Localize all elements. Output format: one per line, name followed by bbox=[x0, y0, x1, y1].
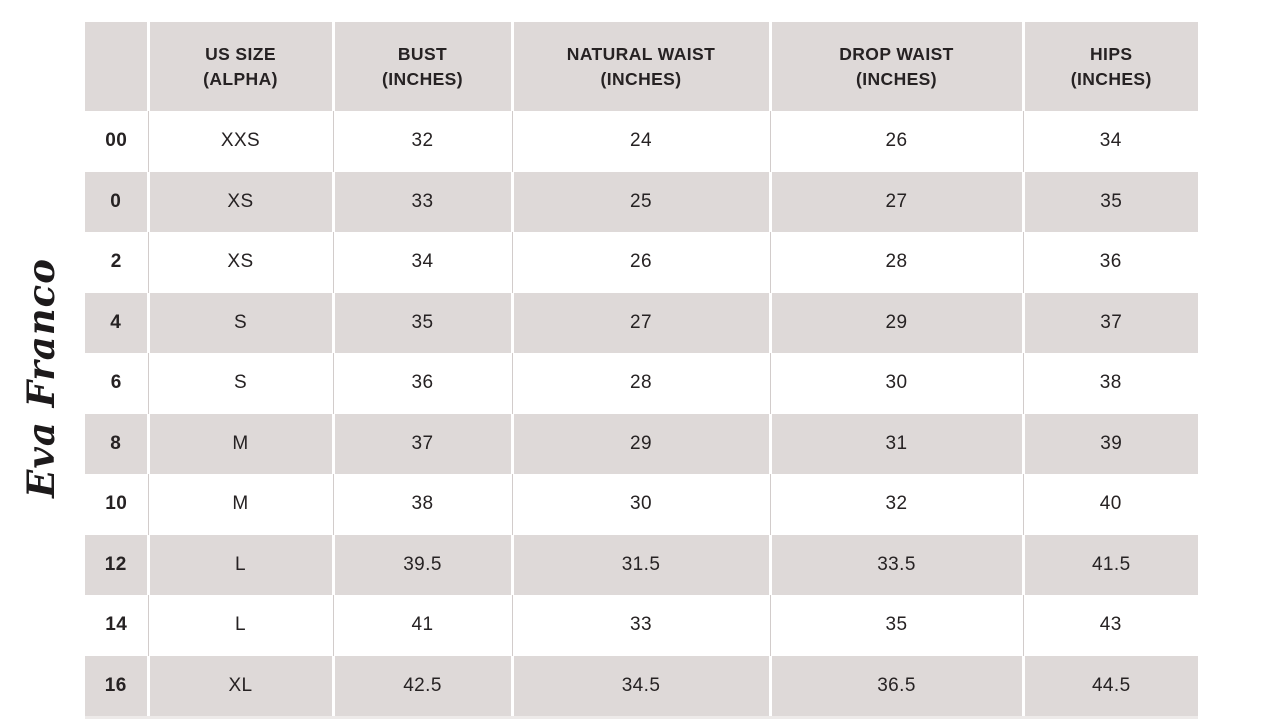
cell-hips: 38 bbox=[1022, 353, 1198, 414]
table-header: US SIZE (ALPHA) BUST (INCHES) NATURAL WA… bbox=[85, 22, 1198, 111]
cell-alpha-size: L bbox=[146, 534, 333, 595]
cell-drop-waist: 28 bbox=[769, 232, 1023, 293]
cell-drop-waist: 35 bbox=[769, 595, 1023, 656]
table-row-size-12: 12 L 39.5 31.5 33.5 41.5 bbox=[85, 534, 1198, 595]
cell-alpha-size: XXS bbox=[147, 111, 333, 172]
cell-natural-waist: 29 bbox=[510, 413, 770, 474]
cell-bust: 42.5 bbox=[331, 655, 512, 719]
header-natural-waist: NATURAL WAIST (INCHES) bbox=[510, 22, 770, 111]
cell-drop-waist: 31 bbox=[768, 413, 1023, 474]
cell-hips: 34 bbox=[1022, 111, 1198, 172]
cell-hips: 37 bbox=[1021, 292, 1198, 353]
cell-us-size: 8 bbox=[85, 413, 148, 474]
header-hips: HIPS (INCHES) bbox=[1021, 22, 1198, 111]
table-row-size-16: 16 XL 42.5 34.5 36.5 44.5 bbox=[85, 655, 1198, 719]
cell-natural-waist: 31.5 bbox=[510, 534, 770, 595]
header-drop-waist: DROP WAIST (INCHES) bbox=[768, 22, 1023, 111]
header-row: US SIZE (ALPHA) BUST (INCHES) NATURAL WA… bbox=[85, 22, 1198, 111]
cell-alpha-size: L bbox=[147, 595, 333, 656]
cell-natural-waist: 30 bbox=[511, 474, 770, 535]
cell-us-size: 16 bbox=[85, 655, 148, 719]
cell-drop-waist: 30 bbox=[769, 353, 1023, 414]
cell-drop-waist: 33.5 bbox=[768, 534, 1023, 595]
cell-us-size: 6 bbox=[85, 353, 148, 414]
table-row-size-00: 00 XXS 32 24 26 34 bbox=[85, 111, 1198, 172]
table-row-size-6: 6 S 36 28 30 38 bbox=[85, 353, 1198, 414]
cell-bust: 32 bbox=[332, 111, 512, 172]
cell-bust: 41 bbox=[332, 595, 512, 656]
cell-natural-waist: 33 bbox=[511, 595, 770, 656]
table-body: 00 XXS 32 24 26 34 0 XS 33 25 27 35 2 bbox=[85, 111, 1198, 719]
cell-us-size: 2 bbox=[85, 232, 148, 293]
cell-hips: 36 bbox=[1022, 232, 1198, 293]
cell-us-size: 10 bbox=[85, 474, 148, 535]
cell-natural-waist: 28 bbox=[511, 353, 770, 414]
cell-alpha-size: M bbox=[146, 413, 333, 474]
cell-hips: 41.5 bbox=[1021, 534, 1198, 595]
eva-franco-logo: Eva Franco bbox=[0, 258, 82, 498]
table-row-size-0: 0 XS 33 25 27 35 bbox=[85, 171, 1198, 232]
cell-bust: 33 bbox=[331, 171, 512, 232]
cell-bust: 38 bbox=[332, 474, 512, 535]
cell-drop-waist: 36.5 bbox=[768, 655, 1023, 719]
size-chart-container: US SIZE (ALPHA) BUST (INCHES) NATURAL WA… bbox=[85, 22, 1198, 719]
eva-franco-logo-text: Eva Franco bbox=[19, 258, 64, 498]
cell-natural-waist: 26 bbox=[511, 232, 770, 293]
cell-drop-waist: 29 bbox=[768, 292, 1023, 353]
table-row-size-8: 8 M 37 29 31 39 bbox=[85, 413, 1198, 474]
header-us-size-numeric bbox=[85, 22, 148, 111]
cell-bust: 36 bbox=[332, 353, 512, 414]
cell-bust: 37 bbox=[331, 413, 512, 474]
cell-bust: 35 bbox=[331, 292, 512, 353]
cell-drop-waist: 32 bbox=[769, 474, 1023, 535]
cell-natural-waist: 27 bbox=[510, 292, 770, 353]
cell-hips: 40 bbox=[1022, 474, 1198, 535]
cell-natural-waist: 24 bbox=[511, 111, 770, 172]
cell-us-size: 4 bbox=[85, 292, 148, 353]
table-row-size-10: 10 M 38 30 32 40 bbox=[85, 474, 1198, 535]
table-row-size-4: 4 S 35 27 29 37 bbox=[85, 292, 1198, 353]
cell-bust: 39.5 bbox=[331, 534, 512, 595]
cell-hips: 35 bbox=[1021, 171, 1198, 232]
cell-alpha-size: XS bbox=[146, 171, 333, 232]
header-bust: BUST (INCHES) bbox=[331, 22, 512, 111]
cell-alpha-size: XL bbox=[146, 655, 333, 719]
cell-alpha-size: S bbox=[146, 292, 333, 353]
cell-bust: 34 bbox=[332, 232, 512, 293]
size-chart-table: US SIZE (ALPHA) BUST (INCHES) NATURAL WA… bbox=[85, 22, 1198, 719]
cell-us-size: 12 bbox=[85, 534, 148, 595]
cell-natural-waist: 34.5 bbox=[510, 655, 770, 719]
cell-drop-waist: 26 bbox=[769, 111, 1023, 172]
cell-alpha-size: M bbox=[147, 474, 333, 535]
cell-us-size: 0 bbox=[85, 171, 148, 232]
cell-natural-waist: 25 bbox=[510, 171, 770, 232]
cell-hips: 39 bbox=[1021, 413, 1198, 474]
cell-alpha-size: S bbox=[147, 353, 333, 414]
cell-us-size: 00 bbox=[85, 111, 148, 172]
table-row-size-2: 2 XS 34 26 28 36 bbox=[85, 232, 1198, 293]
cell-hips: 44.5 bbox=[1021, 655, 1198, 719]
cell-hips: 43 bbox=[1022, 595, 1198, 656]
header-us-size-alpha: US SIZE (ALPHA) bbox=[146, 22, 333, 111]
cell-drop-waist: 27 bbox=[768, 171, 1023, 232]
table-row-size-14: 14 L 41 33 35 43 bbox=[85, 595, 1198, 656]
cell-us-size: 14 bbox=[85, 595, 148, 656]
cell-alpha-size: XS bbox=[147, 232, 333, 293]
